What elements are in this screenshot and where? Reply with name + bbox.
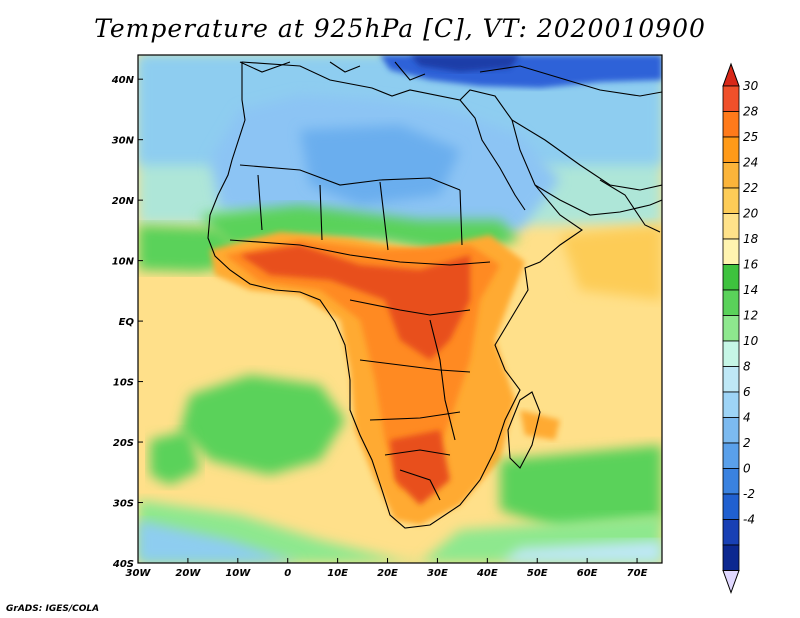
lon-tick-label: 30W: [126, 568, 152, 579]
colorbar-level-label: 30: [743, 79, 759, 93]
lat-tick-label: 40N: [111, 75, 135, 86]
colorbar-level-label: 8: [743, 360, 751, 374]
axis-ticks: 30W 20W 10W 0 10E 20E 30E 40E 50E 60E 70E 40N 30N 20N…: [111, 75, 648, 579]
colorbar-swatch: [722, 468, 740, 495]
colorbar-swatch: [722, 111, 740, 138]
lon-tick-label: 20E: [377, 568, 398, 579]
colorbar-swatch: [722, 136, 740, 163]
colorbar-swatch: [722, 85, 740, 112]
colorbar-level-label: 6: [743, 385, 751, 399]
colorbar-level-label: 10: [743, 334, 759, 348]
lon-tick-label: 0: [284, 568, 291, 579]
colorbar-level-label: -2: [743, 487, 755, 501]
lat-tick-label: 10S: [113, 378, 134, 389]
colorbar-swatch: [722, 315, 740, 342]
colorbar-level-label: 4: [743, 411, 751, 425]
lon-tick-label: 40E: [476, 568, 498, 579]
lat-tick-label: 20N: [112, 196, 135, 207]
colorbar-swatch: [722, 162, 740, 189]
colorbar-swatch: [722, 391, 740, 418]
lon-tick-label: 10E: [327, 568, 348, 579]
colorbar-level-label: 25: [743, 130, 758, 144]
coastlines-borders: [207, 61, 662, 529]
colorbar-swatch: [722, 544, 740, 571]
colorbar-swatch: [722, 238, 740, 265]
colorbar-swatch: [722, 519, 740, 546]
colorbar-swatch: [722, 442, 740, 469]
lat-tick-label: EQ: [119, 317, 135, 328]
colorbar-swatch: [722, 213, 740, 240]
chart-title: Temperature at 925hPa [C], VT: 202001090…: [94, 14, 706, 43]
lon-tick-label: 20W: [175, 568, 201, 579]
colorbar-level-label: 20: [743, 207, 759, 221]
colorbar-level-label: 18: [743, 232, 759, 246]
colorbar-level-label: 0: [743, 462, 751, 476]
lat-tick-label: 40S: [112, 559, 134, 570]
colorbar-top-arrow: [722, 62, 740, 87]
colorbar-swatch: [722, 187, 740, 214]
colorbar-level-label: 12: [743, 309, 758, 323]
colorbar-swatch: [722, 264, 740, 291]
colorbar-level-label: 22: [743, 181, 758, 195]
colorbar-swatch: [722, 340, 740, 367]
colorbar-level-label: 28: [743, 105, 759, 119]
colorbar-swatch: [722, 417, 740, 444]
colorbar-level-label: 16: [743, 258, 759, 272]
colorbar-level-label: -4: [743, 513, 755, 527]
lat-tick-label: 10N: [112, 257, 135, 268]
colorbar-swatch: [722, 493, 740, 520]
map-field: [138, 55, 662, 563]
lon-tick-label: 60E: [577, 568, 598, 579]
map-frame: [137, 54, 663, 564]
colorbar-level-label: 14: [743, 283, 758, 297]
colorbar-swatch: [722, 289, 740, 316]
lat-tick-label: 20S: [113, 438, 134, 449]
lon-tick-label: 30E: [427, 568, 448, 579]
grads-credit: GrADS: IGES/COLA: [6, 604, 100, 614]
lat-tick-label: 30N: [112, 136, 135, 147]
lat-tick-label: 30S: [113, 499, 134, 510]
lon-tick-label: 10W: [225, 568, 251, 579]
lon-tick-label: 70E: [627, 568, 648, 579]
colorbar-swatch: [722, 366, 740, 393]
colorbar-level-label: 24: [743, 156, 758, 170]
colorbar-level-label: 2: [743, 436, 751, 450]
colorbar-bottom-arrow: [722, 570, 740, 594]
lon-tick-label: 50E: [527, 568, 548, 579]
